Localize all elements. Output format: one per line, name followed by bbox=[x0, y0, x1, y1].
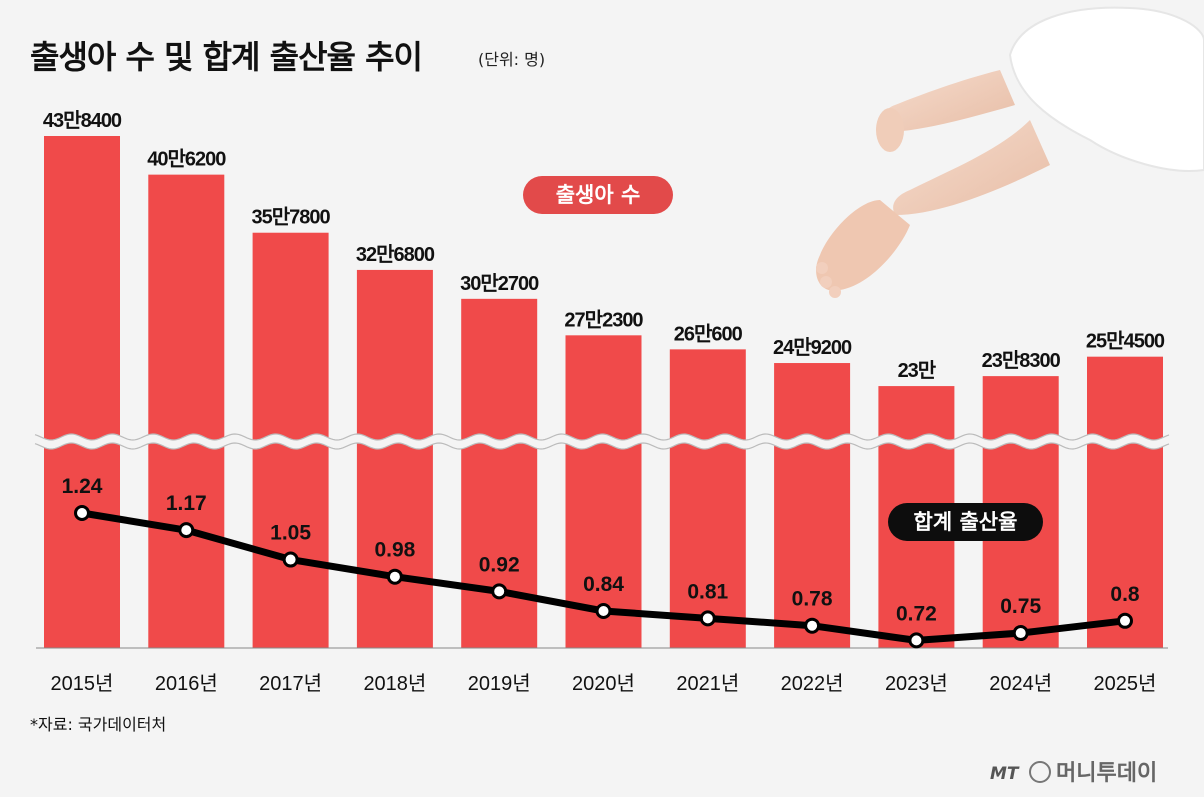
x-tick-label: 2022년 bbox=[781, 672, 844, 695]
births-bar bbox=[669, 349, 746, 648]
tfr-point bbox=[491, 583, 508, 600]
tfr-point bbox=[804, 617, 821, 634]
tfr-line-layer bbox=[74, 505, 1133, 649]
tfr-point bbox=[178, 522, 195, 539]
x-tick-label: 2023년 bbox=[885, 672, 948, 695]
births-bar bbox=[44, 136, 120, 648]
chart-title: 출생아 수 및 합계 출산율 추이 bbox=[30, 38, 423, 76]
unit-note: (단위: 명) bbox=[478, 50, 546, 69]
x-tick-label: 2020년 bbox=[572, 672, 635, 695]
births-series-label: 출생아 수 bbox=[523, 176, 673, 214]
x-tick-label: 2021년 bbox=[676, 672, 739, 695]
tfr-value-label: 0.92 bbox=[479, 553, 520, 576]
births-value-label: 30만2700 bbox=[460, 272, 539, 295]
tfr-series-label: 합계 출산율 bbox=[888, 503, 1043, 541]
source-footnote: *자료: 국가데이터처 bbox=[30, 715, 167, 734]
births-value-label: 43만8400 bbox=[43, 109, 122, 132]
logo-text: 머니투데이 bbox=[1056, 761, 1157, 786]
tfr-point bbox=[74, 505, 90, 521]
tfr-point bbox=[699, 610, 716, 627]
tfr-value-label: 1.17 bbox=[166, 492, 207, 515]
tfr-point bbox=[1117, 612, 1133, 629]
mt-logo: MT 머니투데이 bbox=[990, 761, 1157, 786]
baby-photo-illustration bbox=[816, 6, 1204, 298]
births-bar bbox=[565, 335, 642, 648]
tfr-value-label: 0.72 bbox=[896, 602, 937, 625]
tfr-value-label: 0.8 bbox=[1110, 583, 1140, 606]
births-bar bbox=[148, 174, 225, 648]
tfr-value-label: 1.05 bbox=[270, 522, 311, 545]
births-bar bbox=[774, 363, 851, 648]
births-value-label: 25만4500 bbox=[1086, 330, 1165, 353]
tfr-point bbox=[1012, 625, 1029, 642]
births-value-label: 23만8300 bbox=[982, 349, 1061, 372]
tfr-point bbox=[282, 551, 299, 568]
births-value-label: 40만6200 bbox=[147, 148, 226, 171]
births-value-label: 32만6800 bbox=[356, 243, 435, 266]
x-tick-label: 2025년 bbox=[1094, 672, 1157, 695]
tfr-point bbox=[386, 568, 403, 585]
tfr-point bbox=[595, 603, 612, 619]
logo-mark: MT bbox=[990, 764, 1020, 784]
x-tick-label: 2016년 bbox=[155, 672, 218, 695]
axis-break-layer bbox=[34, 433, 1170, 450]
tfr-value-label: 0.75 bbox=[1000, 595, 1041, 618]
axis-break-band bbox=[35, 434, 1169, 449]
x-tick-label: 2015년 bbox=[51, 672, 114, 695]
x-tick-label: 2017년 bbox=[259, 672, 322, 695]
tfr-value-label: 0.98 bbox=[374, 539, 415, 562]
tfr-value-label: 0.78 bbox=[792, 588, 833, 611]
births-value-label: 26만600 bbox=[674, 322, 743, 345]
axis-break-wave-top bbox=[34, 433, 1170, 441]
axis-break-wave-bottom bbox=[34, 442, 1170, 450]
tfr-value-label: 1.24 bbox=[62, 475, 103, 498]
x-tick-label: 2019년 bbox=[468, 672, 531, 695]
births-bar bbox=[356, 269, 433, 648]
x-tick-label: 2024년 bbox=[989, 672, 1052, 695]
births-bar bbox=[1087, 356, 1163, 648]
births-value-label: 35만7800 bbox=[252, 206, 331, 229]
births-value-label: 23만 bbox=[898, 359, 937, 382]
births-value-label: 24만9200 bbox=[773, 336, 852, 359]
tfr-value-label: 0.84 bbox=[583, 573, 624, 596]
births-value-label: 27만2300 bbox=[564, 308, 643, 331]
x-tick-label: 2018년 bbox=[363, 672, 426, 695]
tfr-point bbox=[908, 632, 925, 649]
labels-layer: 1.24 1.17 1.05 0.98 0.92 0.84 0.81 0.78 0.72 0.75… bbox=[43, 109, 1166, 695]
tfr-value-label: 0.81 bbox=[687, 580, 728, 603]
